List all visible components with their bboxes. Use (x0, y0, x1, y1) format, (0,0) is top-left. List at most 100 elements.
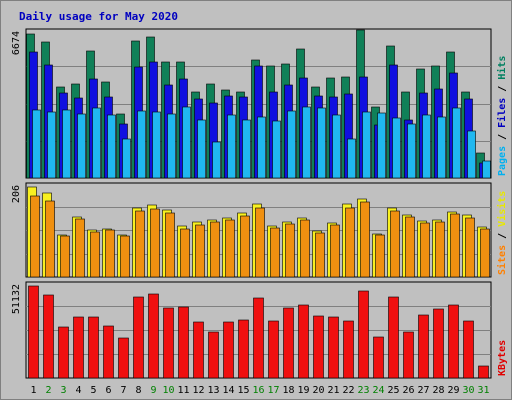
bar-sites-day-31 (480, 228, 490, 278)
panel-bottom-legend: KBytes (497, 340, 508, 376)
x-tick-label-day-24: 24 (372, 385, 384, 396)
bar-kbytes-day-18 (283, 307, 294, 379)
panel-top-legend-part-1: / (497, 128, 508, 146)
bar-kbytes-day-20 (313, 315, 324, 379)
bar-kbytes-day-5 (88, 316, 99, 379)
x-tick-label-day-21: 21 (327, 385, 339, 396)
bar-kbytes-day-28 (433, 308, 444, 379)
bar-kbytes-day-27 (418, 314, 429, 379)
bar-sites-day-24 (375, 234, 385, 278)
bar-pages-day-1 (32, 109, 41, 179)
bar-kbytes-day-10 (163, 307, 174, 379)
bar-pages-day-26 (407, 123, 416, 179)
bar-sites-day-21 (330, 224, 340, 278)
bar-sites-day-16 (255, 207, 265, 278)
bar-kbytes-day-29 (448, 304, 459, 379)
bar-pages-day-6 (107, 114, 116, 179)
panel-top-legend: Pages / Files / Hits (496, 56, 508, 176)
x-tick-label-day-11: 11 (177, 385, 189, 396)
x-tick-label-day-17: 17 (267, 385, 279, 396)
bar-pages-day-7 (122, 138, 131, 179)
bar-sites-day-3 (60, 235, 70, 278)
panel-top-legend-part-3: / (497, 80, 508, 98)
x-tick-label-day-23: 23 (357, 385, 369, 396)
bar-kbytes-day-13 (208, 331, 219, 379)
bar-pages-day-9 (152, 111, 161, 179)
bar-sites-day-30 (465, 217, 475, 278)
panel-middle-legend: Sites / Visits (496, 191, 508, 275)
x-tick-label-day-5: 5 (90, 385, 96, 396)
bar-kbytes-day-2 (43, 294, 54, 379)
panel-middle-legend-part-2: Visits (496, 191, 508, 227)
bar-pages-day-10 (167, 113, 176, 179)
bar-kbytes-day-24 (373, 336, 384, 379)
bar-pages-day-11 (182, 106, 191, 179)
bar-sites-day-20 (315, 232, 325, 278)
x-tick-label-day-2: 2 (45, 385, 51, 396)
bar-sites-day-28 (435, 221, 445, 278)
bar-sites-day-10 (165, 212, 175, 278)
bar-kbytes-day-7 (118, 337, 129, 379)
bar-kbytes-day-4 (73, 316, 84, 379)
x-tick-label-day-4: 4 (75, 385, 81, 396)
x-tick-label-day-16: 16 (252, 385, 264, 396)
x-tick-label-day-20: 20 (312, 385, 324, 396)
bar-sites-day-18 (285, 223, 295, 278)
bar-pages-day-29 (452, 107, 461, 179)
panel-middle-legend-part-1: / (497, 227, 508, 245)
panel-top-ymax-label: 6674 (11, 31, 22, 55)
bar-sites-day-14 (225, 219, 235, 278)
x-tick-label-day-8: 8 (135, 385, 141, 396)
bar-kbytes-day-15 (238, 319, 249, 379)
x-tick-label-day-29: 29 (447, 385, 459, 396)
x-tick-label-day-9: 9 (150, 385, 156, 396)
bar-pages-day-15 (242, 119, 251, 179)
x-tick-label-day-7: 7 (120, 385, 126, 396)
bar-pages-day-30 (467, 130, 476, 179)
bar-sites-day-27 (420, 222, 430, 278)
x-tick-label-day-28: 28 (432, 385, 444, 396)
bar-kbytes-day-23 (358, 290, 369, 379)
bar-kbytes-day-16 (253, 297, 264, 379)
panel-bottom-ymax-label: 51132 (11, 284, 22, 314)
bar-sites-day-8 (135, 210, 145, 278)
bar-pages-day-24 (377, 112, 386, 179)
bar-sites-day-7 (120, 235, 130, 278)
x-tick-label-day-18: 18 (282, 385, 294, 396)
bar-sites-day-5 (90, 231, 100, 278)
bar-pages-day-14 (227, 114, 236, 179)
x-tick-label-day-22: 22 (342, 385, 354, 396)
bar-sites-day-4 (75, 218, 85, 278)
bar-kbytes-day-26 (403, 331, 414, 379)
bar-sites-day-17 (270, 227, 280, 278)
bar-pages-day-8 (137, 110, 146, 179)
bar-pages-day-21 (332, 114, 341, 179)
bar-kbytes-day-3 (58, 326, 69, 379)
bar-kbytes-day-25 (388, 296, 399, 379)
bar-kbytes-day-31 (478, 365, 489, 379)
bar-sites-day-2 (45, 200, 55, 278)
x-tick-label-day-25: 25 (387, 385, 399, 396)
panel-bottom-legend-part-0: KBytes (497, 340, 508, 376)
bar-pages-day-16 (257, 116, 266, 179)
bar-sites-day-12 (195, 224, 205, 278)
bar-kbytes-day-8 (133, 296, 144, 379)
bar-sites-day-25 (390, 210, 400, 278)
bar-sites-day-11 (180, 228, 190, 278)
bar-kbytes-day-19 (298, 304, 309, 379)
bar-sites-day-26 (405, 216, 415, 278)
bar-kbytes-day-21 (328, 316, 339, 379)
chart-title: Daily usage for May 2020 (19, 10, 178, 23)
x-tick-label-day-14: 14 (222, 385, 234, 396)
bar-pages-day-27 (422, 114, 431, 179)
x-tick-label-day-6: 6 (105, 385, 111, 396)
bar-pages-day-12 (197, 119, 206, 179)
bar-pages-day-18 (287, 110, 296, 179)
bar-pages-day-2 (47, 111, 56, 179)
bar-kbytes-day-9 (148, 293, 159, 379)
bar-pages-day-31 (482, 160, 491, 179)
x-tick-label-day-1: 1 (30, 385, 36, 396)
bar-sites-day-15 (240, 215, 250, 278)
